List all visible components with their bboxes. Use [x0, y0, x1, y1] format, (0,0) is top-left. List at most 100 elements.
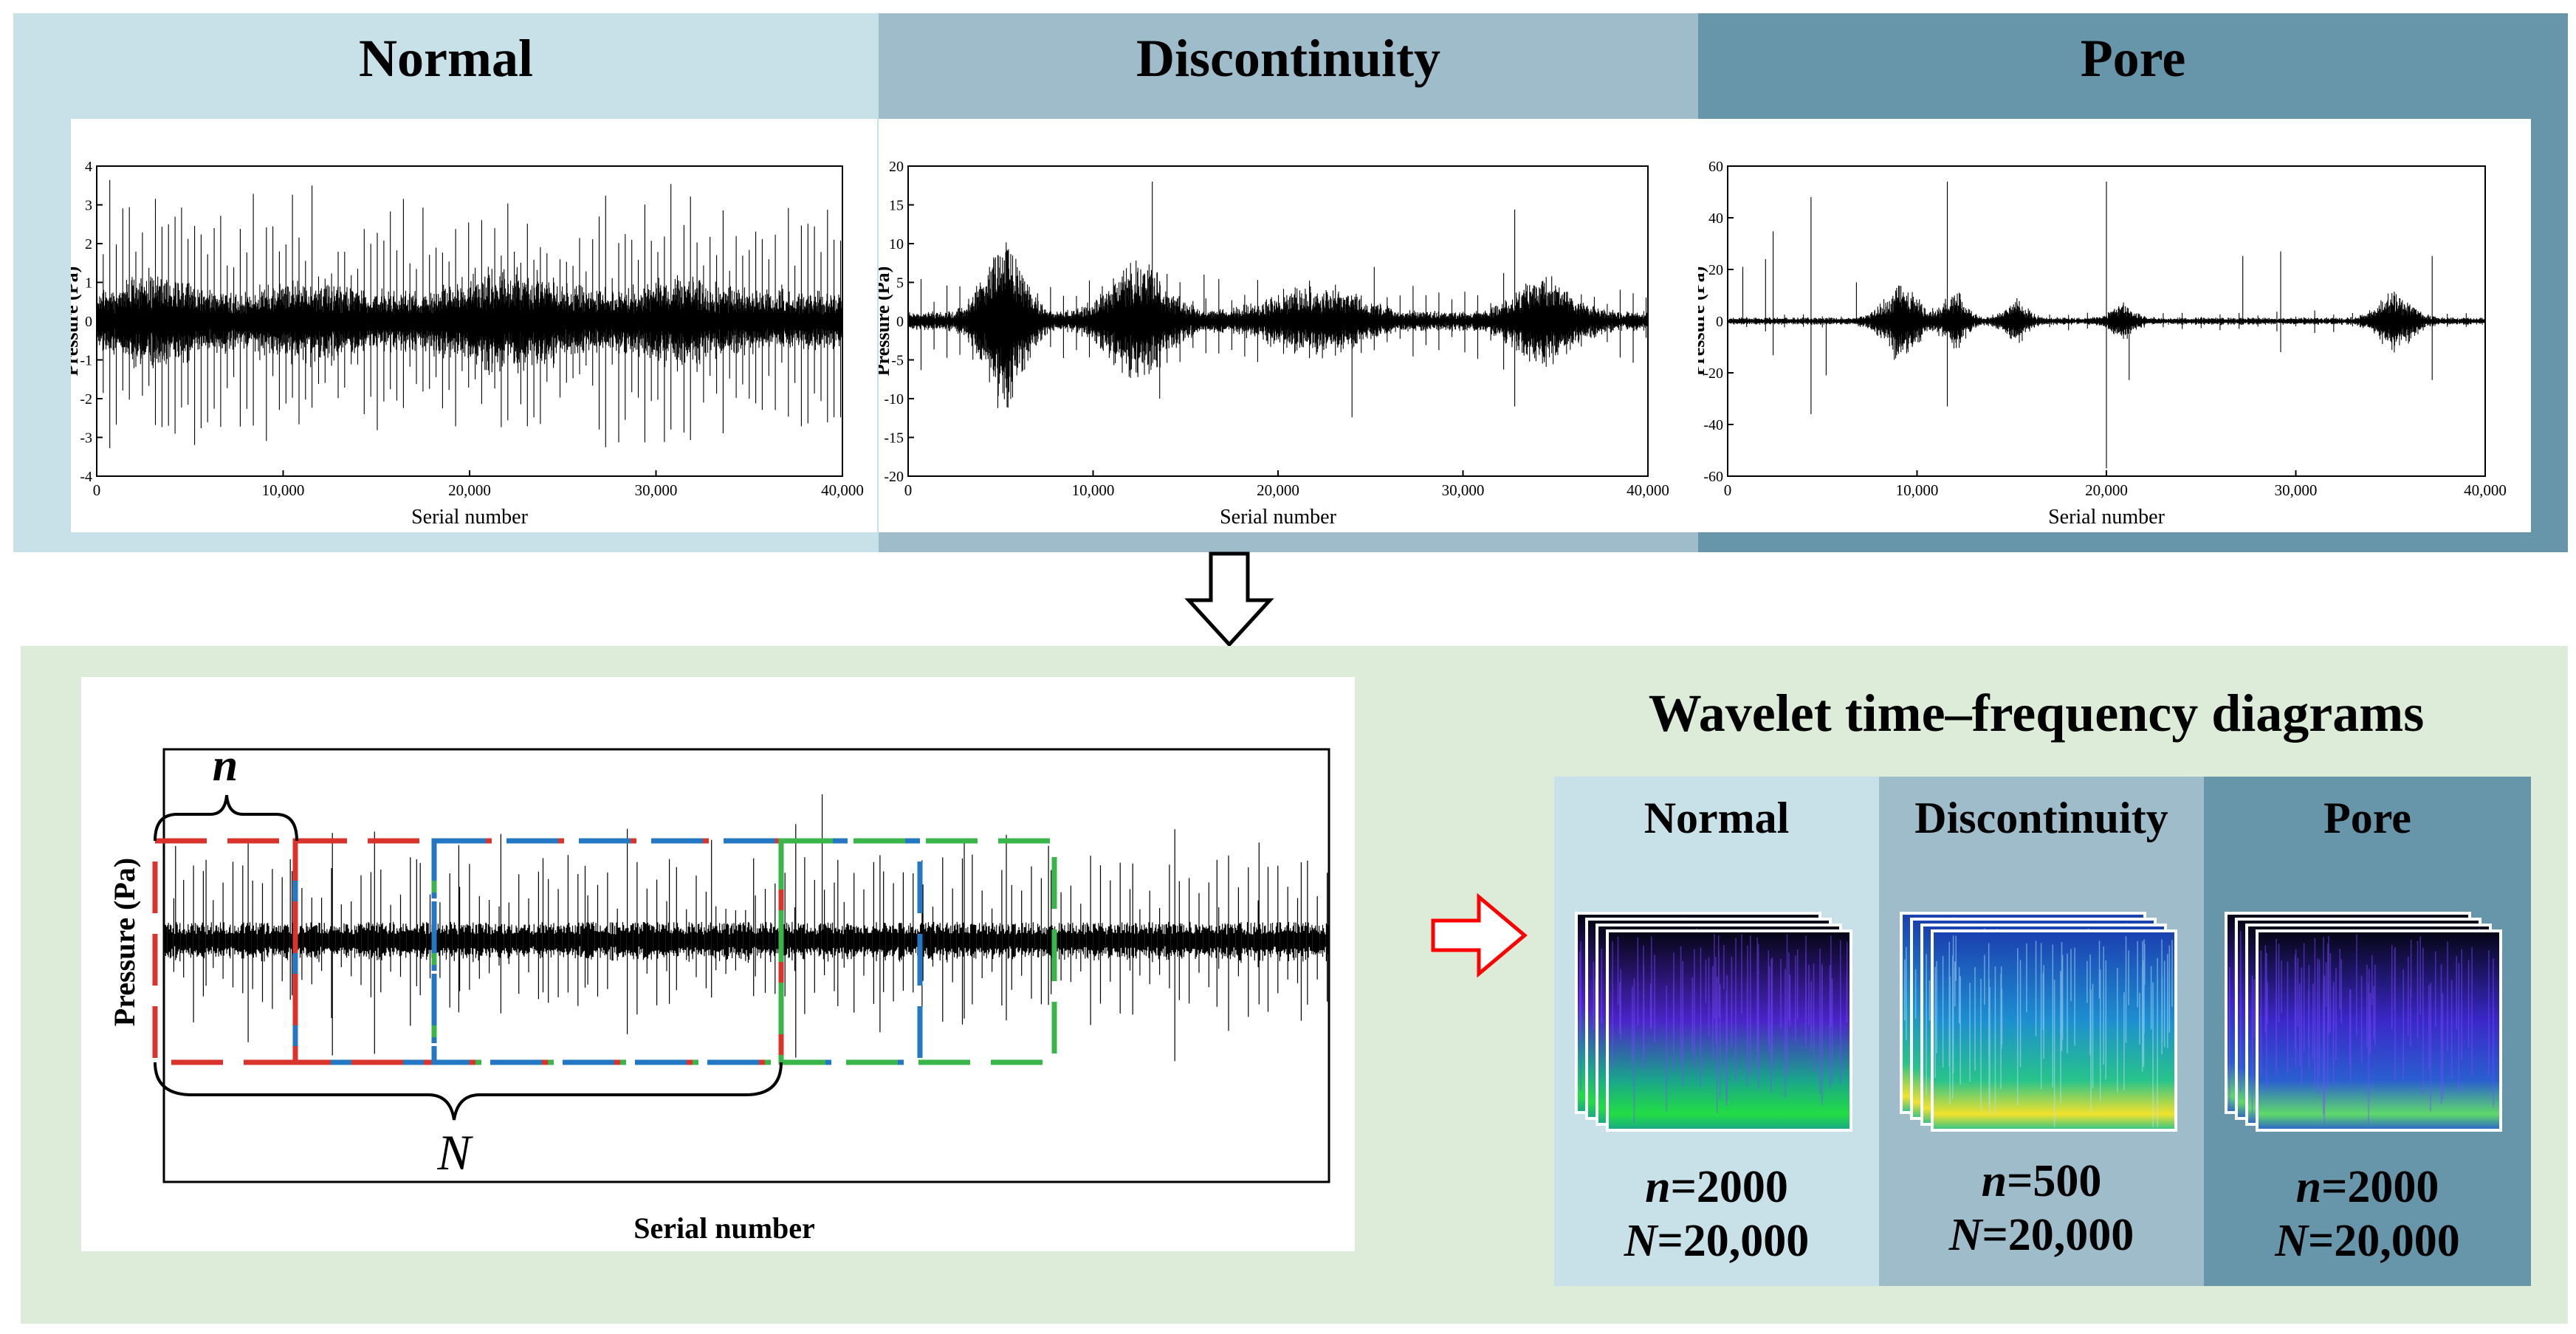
y-tick-label: -4: [80, 469, 92, 485]
plot-box-normal: 4 3 2 1 0 -1 -2 -3 -4 0 10,000 20,000 30,000 40,000 Pr…: [61, 119, 877, 532]
x-axis-label: Serial number: [411, 506, 529, 529]
N-value-pore: =20,000: [2307, 1216, 2460, 1267]
y-tick-label: -40: [1703, 417, 1723, 433]
N-symbol: N: [1624, 1216, 1658, 1267]
wavelet-texture: [1612, 934, 1848, 1122]
wavelet-stack-discontinuity: [1900, 912, 2177, 1132]
n-value-normal: =2000: [1670, 1162, 1788, 1212]
N-symbol: N: [1948, 1210, 1982, 1261]
x-tick-label: 40,000: [1627, 481, 1669, 499]
wavelet-col-pore: Pore n=2000 N=20,000: [2204, 777, 2531, 1286]
y-tick-label: 60: [1708, 159, 1723, 175]
x-tick-label: 40,000: [2464, 481, 2507, 499]
n-brace: [154, 794, 298, 842]
wavelet-values-pore: n=2000 N=20,000: [2204, 1161, 2531, 1268]
pressure-waveform: [96, 179, 842, 449]
top-panel-discontinuity: Discontinuity 20 15 10 5 0 -5 -10 -15 -20 0 10,000…: [872, 13, 1698, 552]
N-value-normal: =20,000: [1657, 1216, 1810, 1267]
x-tick-label: 10,000: [1072, 481, 1115, 499]
wavelet-texture: [1934, 935, 2173, 1127]
y-tick-label: 0: [896, 314, 904, 330]
N-label: N: [436, 1124, 473, 1180]
x-axis-label: Serial number: [2048, 506, 2165, 529]
x-tick-label: 40,000: [821, 481, 864, 499]
y-tick-label: 0: [85, 314, 92, 330]
signal-plot-card: n N Pressure (Pa) Serial number: [81, 677, 1355, 1251]
x-tick-label: 0: [93, 481, 101, 499]
wavelet-col-title-discontinuity: Discontinuity: [1914, 794, 2168, 842]
y-tick-label: -20: [884, 469, 904, 485]
y-tick-label: -60: [1703, 469, 1723, 485]
top-section: Normal 4 3 2 1 0 -1 -2 -3 -4 0 10,000 20,000 30,000 4…: [13, 13, 2568, 552]
y-tick-label: 2: [85, 236, 92, 252]
y-tick-label: -2: [80, 391, 92, 408]
x-tick-label: 30,000: [1442, 481, 1485, 499]
pressure-waveform: [907, 182, 1648, 418]
signal-frame: [162, 748, 1330, 1183]
wavelet-values-discontinuity: n=500 N=20,000: [1879, 1155, 2204, 1262]
pressure-waveform: [1727, 182, 2485, 469]
wavelet-image: [1606, 929, 1852, 1132]
y-tick-label: 20: [1708, 262, 1723, 278]
wavelet-texture: [2260, 934, 2494, 1124]
wavelet-image: [2256, 929, 2502, 1132]
y-tick-label: -15: [884, 430, 904, 447]
x-tick-label: 20,000: [1257, 481, 1299, 499]
n-value-pore: =2000: [2321, 1162, 2439, 1212]
window-green-second: [778, 838, 1057, 1065]
plot-box-discontinuity: 20 15 10 5 0 -5 -10 -15 -20 0 10,000 20,000 30,000 40…: [872, 119, 1698, 532]
bottom-section: n N Pressure (Pa) Serial number Wavelet tim…: [21, 646, 2568, 1324]
x-tick-label: 10,000: [262, 481, 305, 499]
panel-title-normal: Normal: [359, 29, 533, 88]
y-tick-label: -5: [891, 353, 904, 369]
N-value-discontinuity: =20,000: [1982, 1210, 2134, 1261]
wavelet-col-normal: Normal n=2000 N=20,000: [1554, 777, 1879, 1286]
x-tick-label: 20,000: [448, 481, 491, 499]
N-symbol: N: [2275, 1216, 2308, 1267]
wavelet-col-title-normal: Normal: [1644, 794, 1790, 842]
x-tick-label: 30,000: [635, 481, 678, 499]
x-axis-label: Serial number: [1220, 506, 1337, 529]
n-label: n: [213, 740, 238, 791]
y-tick-label: 3: [85, 198, 92, 214]
y-tick-label: 40: [1708, 210, 1723, 227]
signal-waveform: [163, 794, 1329, 1062]
y-axis-label: Pressure (Pa): [108, 858, 141, 1026]
n-symbol: n: [1981, 1156, 2007, 1206]
plot-box-pore: 60 40 20 0 -20 -40 -60 0 10,000 20,000 30,000 40,00…: [1687, 119, 2531, 532]
down-arrow-icon: [1184, 551, 1274, 647]
y-tick-label: 15: [889, 198, 904, 214]
wavelet-col-title-pore: Pore: [2323, 794, 2411, 842]
x-tick-label: 30,000: [2275, 481, 2318, 499]
y-axis-label: Pressure (Pa): [1698, 267, 1708, 377]
y-tick-label: -3: [80, 430, 92, 447]
window-blue-second: [431, 838, 923, 1065]
x-tick-label: 0: [904, 481, 913, 499]
x-axis-label: Serial number: [633, 1211, 815, 1245]
y-tick-label: -20: [1703, 365, 1723, 382]
y-axis-label: Pressure (Pa): [71, 267, 82, 377]
segmented-signal-plot: n N Pressure (Pa) Serial number: [108, 740, 1330, 1245]
x-tick-label: 20,000: [2085, 481, 2128, 499]
n-symbol: n: [2295, 1162, 2322, 1212]
wavelet-stack-normal: [1575, 912, 1852, 1132]
top-panel-pore: Pore 60 40 20 0 -20 -40 -60 0 10,000 20,000 30,000…: [1687, 13, 2568, 552]
wavelet-heading: Wavelet time–frequency diagrams: [1648, 684, 2425, 743]
y-tick-label: 10: [889, 236, 904, 252]
x-tick-label: 10,000: [1896, 481, 1939, 499]
y-tick-label: 5: [896, 275, 904, 292]
x-tick-label: 0: [1724, 481, 1732, 499]
y-tick-label: 1: [85, 275, 92, 292]
right-arrow-icon: [1431, 893, 1528, 978]
panel-title-pore: Pore: [2080, 29, 2186, 88]
wavelet-stack-pore: [2225, 912, 2502, 1132]
y-axis-label: Pressure (Pa): [879, 267, 893, 377]
top-panel-normal: Normal 4 3 2 1 0 -1 -2 -3 -4 0 10,000 20,000 30,000 4…: [13, 13, 879, 552]
y-tick-label: -1: [80, 353, 92, 369]
wavelet-col-discontinuity: Discontinuity n=500 N=20,000: [1879, 777, 2204, 1286]
y-tick-label: -10: [884, 391, 904, 408]
y-tick-label: 20: [889, 159, 904, 175]
